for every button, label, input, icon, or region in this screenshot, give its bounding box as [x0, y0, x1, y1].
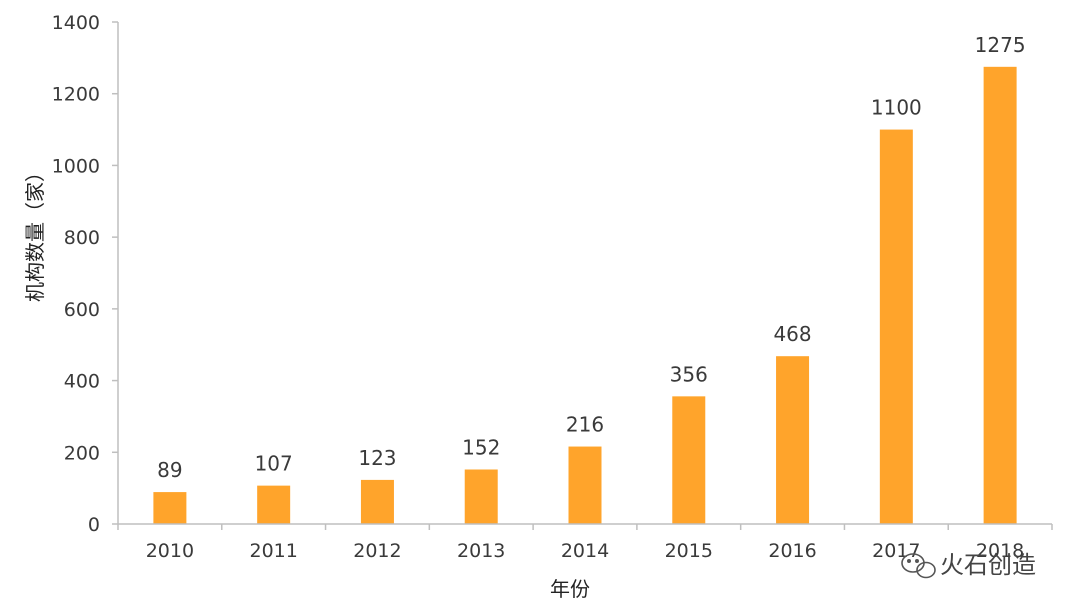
watermark-text: 火石创造	[940, 551, 1036, 579]
bar-2010	[153, 492, 187, 524]
y-tick-label: 600	[64, 299, 100, 321]
x-tick-label-2015: 2015	[665, 540, 713, 562]
y-tick-label: 200	[64, 442, 100, 464]
x-axis-ticks: 2010 2011 2012 2013 2014 2015 2016 2017 2018	[117, 524, 1053, 562]
data-label-2013: 152	[462, 435, 500, 459]
y-tick-label: 0	[88, 514, 100, 536]
data-label-2018: 1275	[975, 33, 1026, 57]
bars	[153, 66, 1017, 525]
x-tick-label-2017: 2017	[872, 540, 920, 562]
bar-2015	[672, 396, 706, 524]
x-tick-label-2013: 2013	[457, 540, 505, 562]
bar-2016	[776, 356, 810, 524]
x-tick-label-2016: 2016	[768, 540, 816, 562]
bar-2013	[464, 469, 498, 524]
data-label-2015: 356	[670, 362, 708, 386]
x-axis-title: 年份	[550, 577, 590, 601]
data-label-2012: 123	[358, 446, 396, 470]
y-axis-title: 机构数量（家）	[23, 162, 47, 302]
y-axis-ticks: 0 200 400 600 800 1000 1200 1400	[52, 12, 118, 536]
y-tick-label: 1400	[52, 12, 100, 34]
wechat-icon	[901, 553, 936, 579]
data-label-2010: 89	[157, 458, 182, 482]
watermark: 火石创造	[901, 551, 1036, 579]
y-tick-label: 400	[64, 371, 100, 393]
x-tick-label-2011: 2011	[249, 540, 297, 562]
data-label-2017: 1100	[871, 96, 922, 120]
data-label-2014: 216	[566, 413, 604, 437]
data-label-2011: 107	[255, 452, 293, 476]
y-tick-label: 800	[64, 227, 100, 249]
bar-2018	[983, 66, 1017, 525]
x-tick-label-2014: 2014	[561, 540, 609, 562]
bar-2011	[257, 485, 291, 524]
bar-2012	[360, 479, 394, 524]
y-tick-label: 1200	[52, 84, 100, 106]
x-tick-label-2018: 2018	[976, 540, 1024, 562]
x-tick-label-2010: 2010	[146, 540, 194, 562]
data-label-2016: 468	[773, 322, 811, 346]
data-labels: 89 107 123 152 216 356 468 1100 1275	[157, 33, 1025, 482]
y-tick-label: 1000	[52, 155, 100, 177]
bar-2014	[568, 446, 602, 524]
x-tick-label-2012: 2012	[353, 540, 401, 562]
bar-2017	[879, 129, 913, 525]
